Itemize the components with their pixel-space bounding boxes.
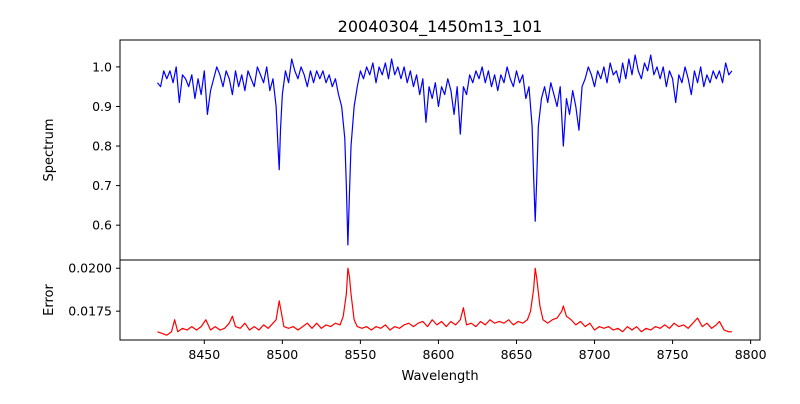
error-line xyxy=(157,267,732,336)
x-tick-label: 8800 xyxy=(735,347,767,362)
bottom-panel-y-axis-label: Error xyxy=(42,284,57,316)
bottom-panel-y-tick-label: 0.0175 xyxy=(68,304,112,319)
bottom-panel-y-ticks: 0.0175 0.0200 xyxy=(68,261,120,319)
x-axis-ticks: 8450 8500 8550 8600 8650 8700 8750 8800 xyxy=(188,340,767,362)
x-tick-label: 8550 xyxy=(344,347,376,362)
x-tick-label: 8500 xyxy=(266,347,298,362)
top-panel-y-tick-label: 0.7 xyxy=(92,178,112,193)
top-panel-y-tick-label: 0.6 xyxy=(92,218,112,233)
top-panel-y-tick-label: 1.0 xyxy=(92,59,112,74)
x-tick-label: 8650 xyxy=(501,347,533,362)
top-panel-y-tick-label: 0.8 xyxy=(92,139,112,154)
x-tick-label: 8600 xyxy=(423,347,455,362)
x-tick-label: 8750 xyxy=(657,347,689,362)
top-panel-y-tick-label: 0.9 xyxy=(92,99,112,114)
top-panel-y-ticks: 0.6 0.7 0.8 0.9 1.0 xyxy=(92,59,120,233)
bottom-panel-frame xyxy=(119,259,761,341)
bottom-panel-y-tick-label: 0.0200 xyxy=(68,261,112,276)
x-tick-label: 8450 xyxy=(188,347,220,362)
top-panel-y-axis-label: Spectrum xyxy=(42,119,57,182)
x-axis-label: Wavelength xyxy=(401,369,478,384)
x-tick-label: 8700 xyxy=(579,347,611,362)
chart-title: 20040304_1450m13_101 xyxy=(338,17,543,37)
spectrum-line xyxy=(156,54,733,246)
